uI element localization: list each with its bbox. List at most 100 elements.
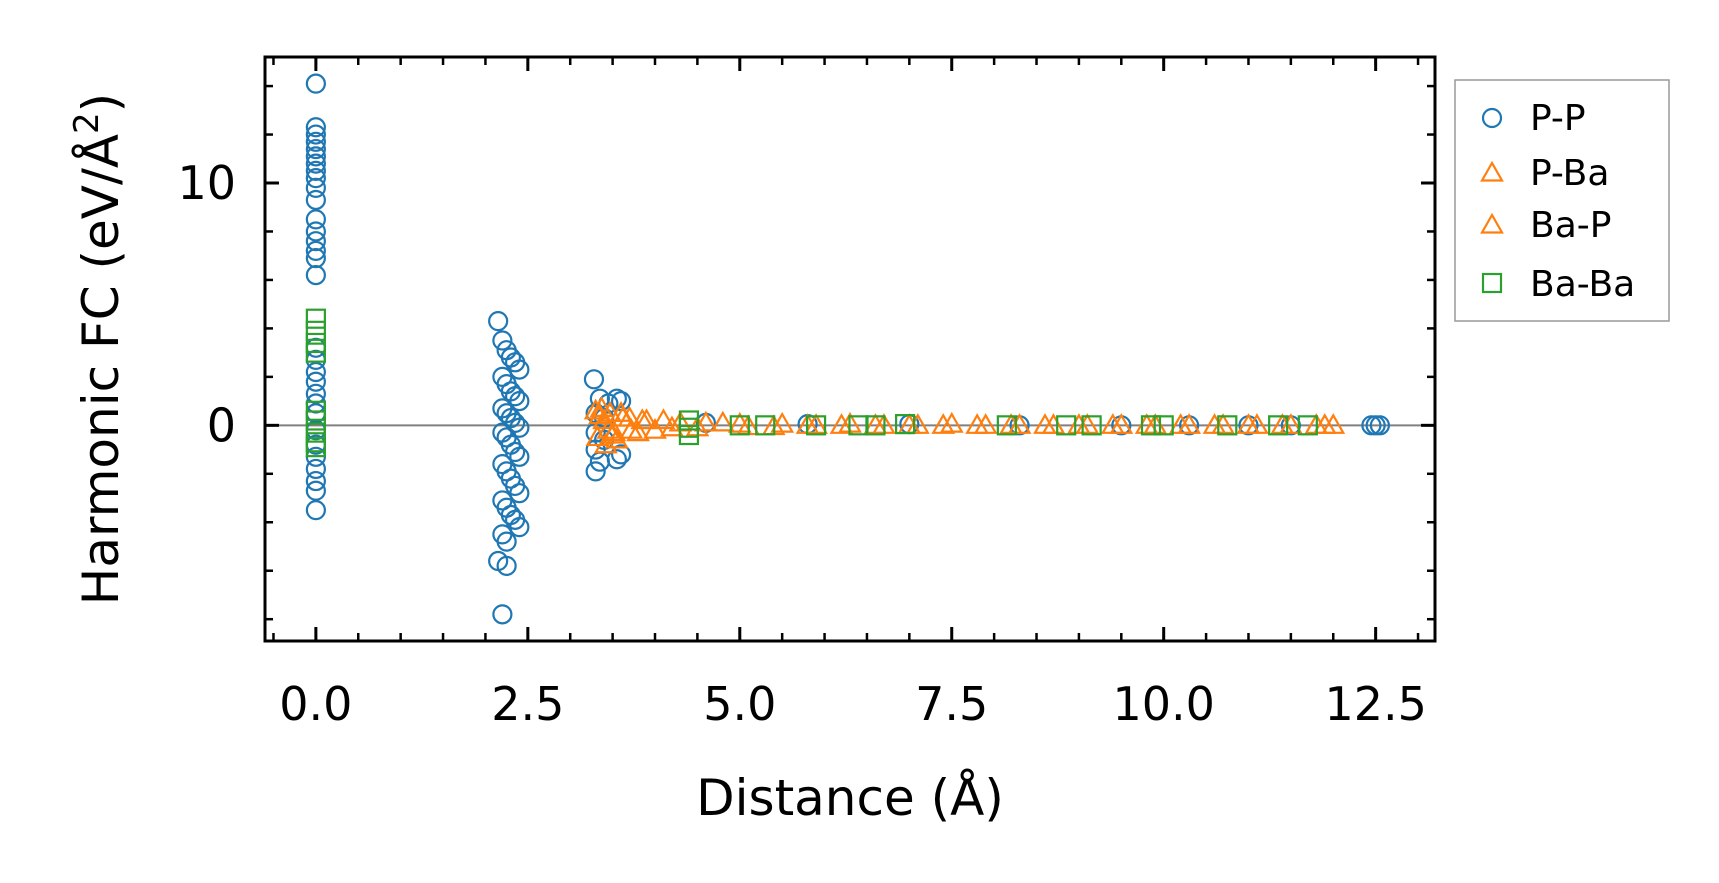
y-tick-label: 10 [177,156,236,210]
x-tick-label: 5.0 [703,677,776,731]
point-ba-p-13 [829,413,854,434]
point-ba-p-16 [931,413,956,434]
point-p-p-10 [305,189,326,211]
point-ba-p-9 [693,410,718,432]
point-p-p-61 [509,517,530,538]
point-p-p-67 [583,369,605,390]
x-axis-label: Distance (Å) [696,769,1004,827]
point-p-p-32 [492,330,513,351]
x-tick-label: 12.5 [1324,677,1426,731]
point-p-ba-11 [651,408,676,430]
legend-label-ba-p: Ba-P [1530,205,1611,246]
legend-label-ba-ba: Ba-Ba [1530,264,1635,305]
point-p-p-36 [509,359,530,380]
point-p-p-29 [305,480,326,501]
point-ba-ba-21 [1140,415,1162,436]
point-ba-ba-18 [996,415,1017,436]
point-p-p-8 [305,168,326,189]
legend-marker-p-p [1481,107,1503,129]
point-ba-p-19 [1033,413,1057,434]
point-ba-ba-17 [895,414,916,435]
x-tick-label: 10.0 [1112,677,1214,731]
point-p-p-45 [505,412,526,434]
point-p-p-76 [585,439,606,460]
y-tick-label: 0 [207,398,236,452]
point-ba-p-25 [1236,413,1261,434]
point-p-p-78 [585,461,606,482]
point-p-p-16 [305,264,326,286]
point-p-p-31 [488,311,509,332]
point-ba-ba-12 [729,415,750,436]
point-p-p-91 [1369,415,1390,436]
series-ba-ba [305,308,1318,458]
point-p-p-79 [606,449,627,470]
point-p-ba-33 [1321,413,1346,434]
point-ba-p-24 [1202,413,1227,434]
point-ba-ba-24 [1268,415,1289,436]
point-p-p-14 [305,240,326,261]
point-p-ba-0 [583,398,608,420]
point-ba-ba-22 [1153,415,1174,436]
axis-ticks [265,57,1435,641]
point-p-p-56 [509,483,530,504]
point-p-p-1 [305,117,326,138]
point-p-p-28 [305,470,326,492]
x-tick-label: 7.5 [915,677,988,731]
series-p-p [305,73,1390,625]
y-axis-label-main: Harmonic FC (eV/Å [72,134,130,605]
point-ba-p-21 [1100,413,1125,434]
legend-markers [1480,107,1504,294]
point-p-p-66 [492,604,513,625]
point-ba-p-4 [602,420,627,442]
point-p-p-11 [305,209,326,230]
y-axis-label-superscript: 2 [67,112,107,134]
legend-marker-p-ba [1480,160,1504,182]
point-ba-p-3 [598,400,622,422]
point-ba-p-14 [863,413,888,434]
point-ba-p-0 [585,425,610,447]
point-p-p-2 [305,124,326,145]
point-ba-ba-25 [1297,415,1318,436]
point-ba-p-2 [593,432,618,454]
y-axis-label-close: ) [72,93,130,113]
legend-box [1454,79,1670,322]
point-ba-p-7 [630,408,655,430]
point-ba-ba-16 [865,415,886,436]
point-p-p-40 [505,386,526,407]
point-p-p-50 [505,441,526,463]
point-p-p-63 [496,531,517,552]
point-p-p-41 [509,390,530,412]
plot-frame [263,55,1437,643]
legend-marker-ba-p [1480,212,1504,234]
legend-marker-ba-ba [1481,272,1503,294]
point-p-p-70 [606,388,627,409]
point-ba-ba-23 [1217,415,1238,436]
point-ba-p-20 [1067,413,1091,434]
legend-label-p-ba: P-Ba [1530,153,1609,194]
y-axis-label: Harmonic FC (eV/Å2) [67,93,130,605]
x-tick-labels: 0.0 2.5 5.0 7.5 10.0 12.5 [279,677,1427,731]
point-ba-ba-1 [305,320,326,341]
point-ba-ba-5 [305,410,326,431]
point-ba-p-5 [610,405,635,427]
data-points [305,73,1390,625]
point-p-ba-14 [710,410,735,432]
point-p-p-9 [305,177,326,198]
x-tick-label: 2.5 [491,677,564,731]
point-ba-ba-3 [305,342,326,363]
point-p-p-6 [305,153,326,174]
point-ba-ba-0 [305,308,326,329]
point-ba-ba-11 [678,424,700,446]
y-tick-labels: 0 10 [177,156,236,452]
point-p-p-19 [305,361,326,383]
point-ba-ba-8 [305,437,326,458]
point-p-p-27 [305,458,326,480]
point-p-p-80 [610,444,632,465]
point-p-p-4 [305,138,326,160]
point-p-p-51 [509,446,530,467]
point-ba-p-17 [965,413,990,434]
point-p-ba-8 [626,420,650,442]
point-p-p-3 [305,131,326,152]
point-p-p-30 [305,500,326,521]
